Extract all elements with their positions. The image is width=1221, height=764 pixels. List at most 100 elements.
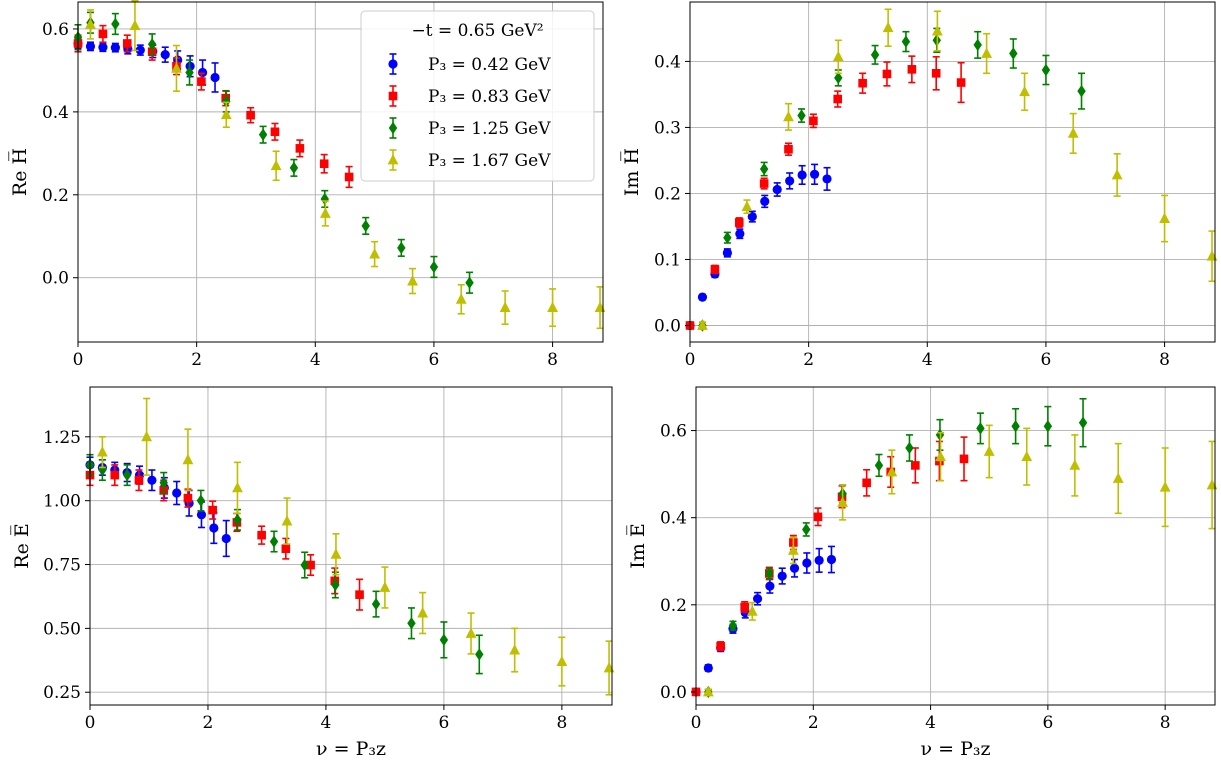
data-point [747, 211, 757, 222]
data-point [870, 48, 880, 62]
series-P3_125 [85, 453, 484, 675]
data-point [141, 430, 153, 442]
data-point [147, 475, 157, 485]
data-point [209, 523, 219, 533]
data-point [882, 69, 892, 79]
data-point [269, 535, 279, 548]
data-point [772, 184, 782, 195]
legend-entry-label: P₃ = 0.42 GeV [428, 55, 551, 75]
data-point [172, 488, 182, 498]
data-point [697, 292, 708, 302]
data-point [797, 170, 807, 180]
data-point [197, 77, 206, 86]
y-tick-label: 0.2 [654, 184, 681, 204]
y-tick-label: 0.4 [654, 52, 681, 72]
series-P3_167 [697, 8, 1218, 330]
data-point [355, 590, 364, 599]
data-point [122, 39, 132, 48]
data-point [330, 548, 342, 559]
x-tick-label: 2 [203, 713, 214, 733]
data-point [407, 275, 418, 286]
x-tick-label: 8 [1160, 713, 1171, 733]
x-tick-label: 2 [803, 350, 814, 370]
data-point [935, 450, 946, 462]
x-tick-label: 6 [438, 713, 449, 733]
x-tick-label: 8 [556, 713, 567, 733]
subplot-bottom-right: 0 2 4 6 8 0.0 0.2 0.4 0.6 Im E̅ ν = P₃z [627, 386, 1218, 760]
data-point [760, 196, 770, 206]
data-point [455, 293, 467, 304]
data-point [813, 512, 823, 522]
series-P3_042 [685, 163, 832, 331]
data-point [802, 558, 812, 568]
data-point [814, 555, 824, 565]
x-tick-label: 4 [310, 350, 321, 370]
data-point [784, 144, 793, 154]
data-point [270, 159, 282, 171]
subplot-top-right: 0 2 4 6 8 0.0 0.1 0.2 0.3 0.4 Im H̅ [621, 1, 1218, 370]
y-axis-label: Im E̅ [627, 523, 649, 568]
y-tick-label: 0.6 [42, 20, 69, 40]
data-point [397, 241, 406, 255]
data-point [147, 38, 157, 51]
y-tick-label: 0.0 [42, 269, 69, 289]
data-point [110, 470, 120, 480]
data-point [765, 567, 774, 580]
data-point [746, 605, 758, 616]
data-point [85, 41, 96, 51]
data-point [289, 161, 299, 175]
x-tick-label: 4 [925, 713, 936, 733]
plot-frame [695, 386, 1216, 706]
data-point [981, 47, 993, 58]
legend-box [360, 10, 595, 182]
data-point [371, 597, 381, 611]
y-tick-label: 0.3 [654, 118, 681, 138]
data-point [1078, 416, 1088, 429]
data-point [973, 38, 982, 52]
data-point [295, 144, 305, 153]
plot-frame [77, 1, 604, 343]
y-tick-label: 0.2 [660, 596, 687, 616]
data-point [122, 468, 132, 482]
y-tick-label: 0.0 [660, 683, 687, 703]
data-point [465, 627, 477, 638]
series-P3_167 [85, 0, 606, 330]
data-point [741, 200, 753, 212]
data-point [905, 441, 914, 455]
data-point [196, 494, 206, 507]
data-point [135, 45, 145, 55]
y-tick-label: 0.50 [43, 619, 81, 639]
data-point [499, 301, 511, 312]
legend-marker [388, 59, 398, 69]
x-axis-label: ν = P₃z [921, 738, 991, 760]
series-P3_167 [702, 424, 1218, 697]
data-point [379, 581, 391, 592]
x-tick-label: 2 [808, 713, 819, 733]
data-point [931, 25, 943, 36]
data-point [862, 478, 871, 488]
data-point [220, 108, 232, 120]
data-point [171, 62, 182, 73]
data-point [185, 66, 194, 79]
data-point [210, 72, 220, 83]
data-point [728, 619, 738, 632]
y-tick-label: 0.0 [654, 316, 681, 336]
data-point [96, 446, 108, 457]
data-point [1043, 420, 1053, 433]
data-point [834, 71, 843, 85]
x-tick-label: 6 [1041, 350, 1052, 370]
data-point [1159, 212, 1170, 223]
x-tick-label: 8 [547, 350, 558, 370]
data-point [407, 617, 416, 630]
data-point [832, 50, 844, 62]
legend-marker [387, 154, 399, 165]
data-point [160, 50, 170, 60]
y-tick-label: 0.4 [660, 509, 687, 529]
data-point [281, 515, 293, 526]
data-point [233, 513, 242, 527]
data-point [465, 276, 474, 289]
data-point [882, 21, 894, 33]
data-point [901, 35, 911, 48]
data-point [702, 685, 714, 697]
